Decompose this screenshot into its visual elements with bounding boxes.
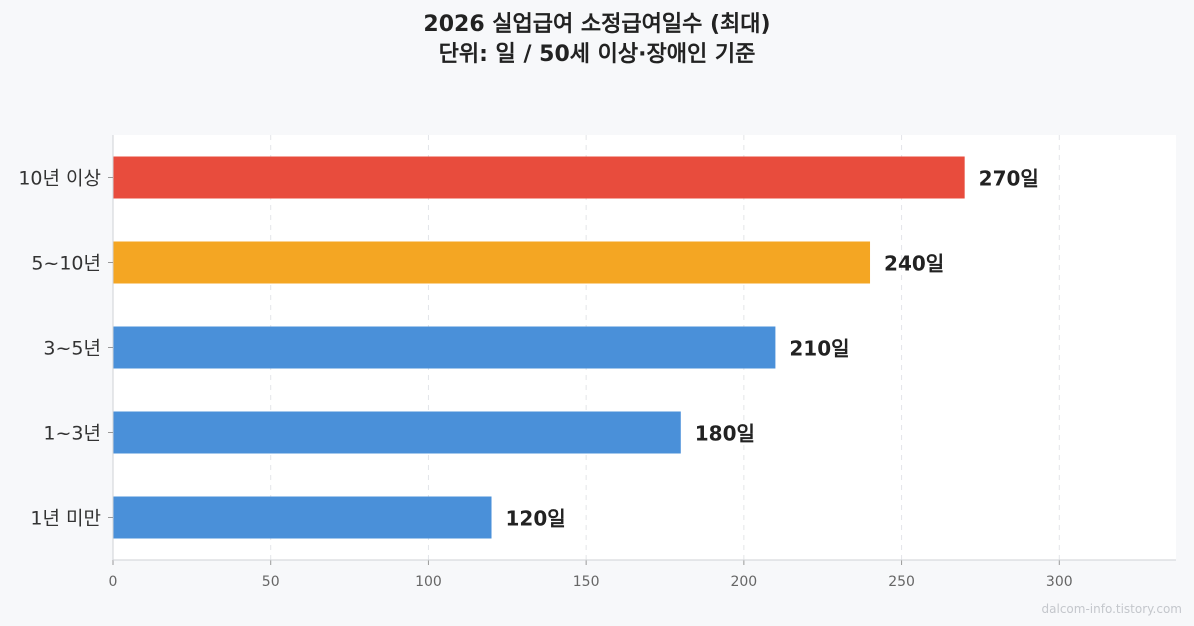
chart-title: 2026 실업급여 소정급여일수 (최대)	[423, 12, 771, 37]
data-label: 270일	[979, 167, 1039, 191]
category-label: 1~3년	[43, 423, 101, 445]
x-tick-label: 300	[1046, 574, 1073, 590]
category-label: 5~10년	[31, 253, 101, 275]
data-label: 180일	[695, 422, 755, 446]
data-label: 210일	[789, 337, 849, 361]
x-tick-label: 200	[730, 574, 757, 590]
x-tick-label: 250	[888, 574, 915, 590]
category-label: 1년 미만	[30, 508, 101, 530]
x-tick-label: 150	[573, 574, 600, 590]
data-label: 120일	[506, 507, 566, 531]
x-tick-label: 100	[415, 574, 442, 590]
data-label: 240일	[884, 252, 944, 276]
chart-subtitle: 단위: 일 / 50세 이상·장애인 기준	[438, 42, 756, 67]
bar	[113, 156, 965, 199]
x-tick-label: 0	[109, 574, 118, 590]
category-label: 10년 이상	[18, 168, 101, 190]
watermark: dalcom-info.tistory.com	[1041, 602, 1182, 616]
bar	[113, 241, 871, 284]
bar	[113, 326, 776, 369]
category-label: 3~5년	[43, 338, 101, 360]
x-tick-label: 50	[262, 574, 280, 590]
bar	[113, 411, 681, 454]
bar	[113, 496, 492, 539]
bars-group: 270일 240일 210일 180일 120일	[113, 156, 1039, 539]
axes-group: 0 50 100 150 200 250 300 10년 이상 5~10년 3~5년 1~3년 1년 …	[18, 135, 1176, 590]
